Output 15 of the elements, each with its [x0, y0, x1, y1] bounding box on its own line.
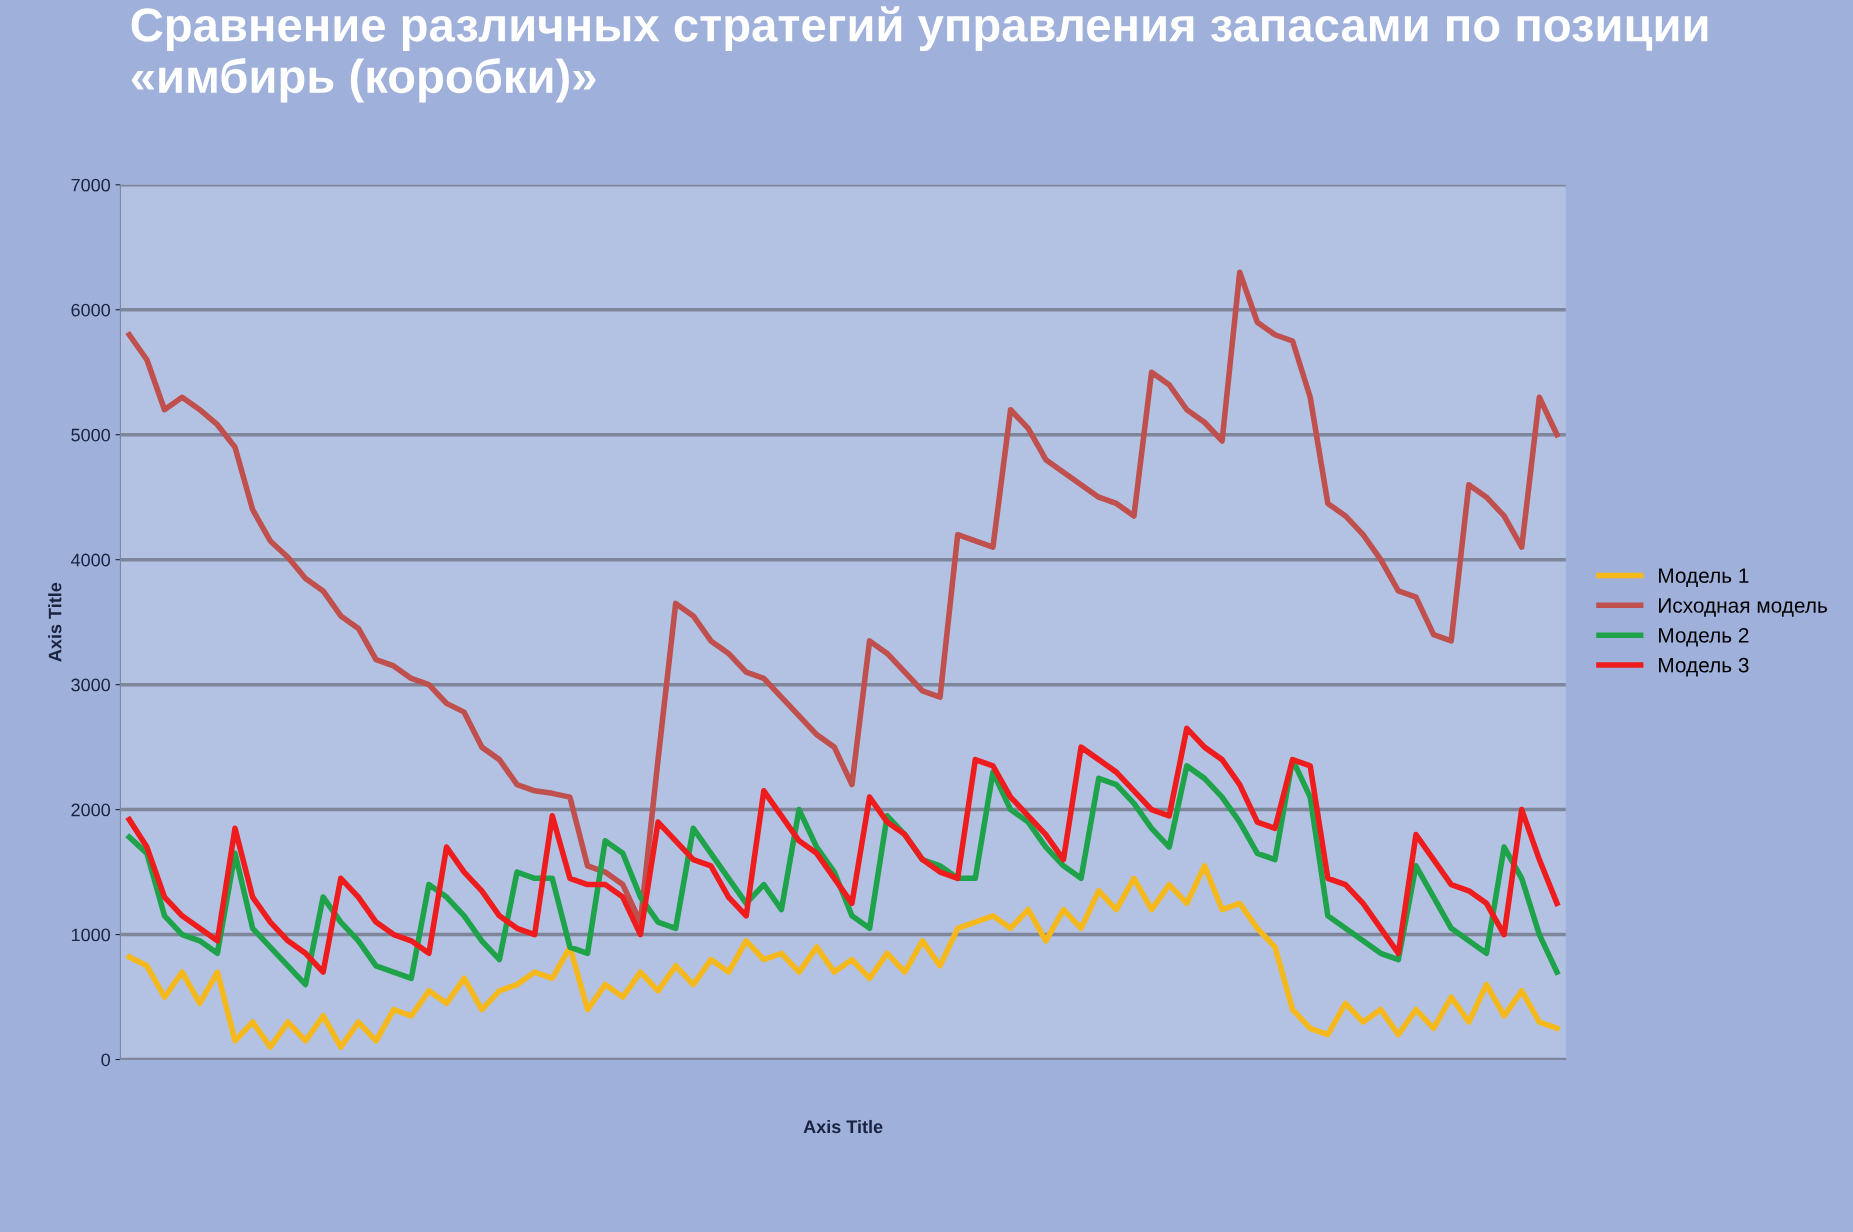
- y-axis-title: Axis Title: [48, 582, 62, 662]
- legend-label: Модель 1: [1659, 568, 1749, 587]
- legend-label: Исходная модель: [1659, 598, 1827, 617]
- y-tick-label: 3000: [71, 678, 111, 692]
- y-tick-label: 4000: [70, 553, 111, 567]
- y-tick-label: 0: [101, 1053, 111, 1067]
- y-tick-label: 7000: [71, 178, 111, 192]
- y-tick-label: 1000: [71, 928, 111, 942]
- legend-label: Модель 3: [1659, 657, 1749, 677]
- x-axis-title: Axis Title: [803, 1119, 883, 1134]
- y-tick-label: 5000: [71, 428, 111, 442]
- chart-title: Сравнение различных стратегий управления запасами по позиции «имбирь (коробки)»: [131, 6, 1708, 103]
- y-tick-label: 6000: [71, 303, 111, 317]
- legend-label: Модель 2: [1659, 627, 1749, 647]
- y-tick-label: 2000: [71, 803, 111, 817]
